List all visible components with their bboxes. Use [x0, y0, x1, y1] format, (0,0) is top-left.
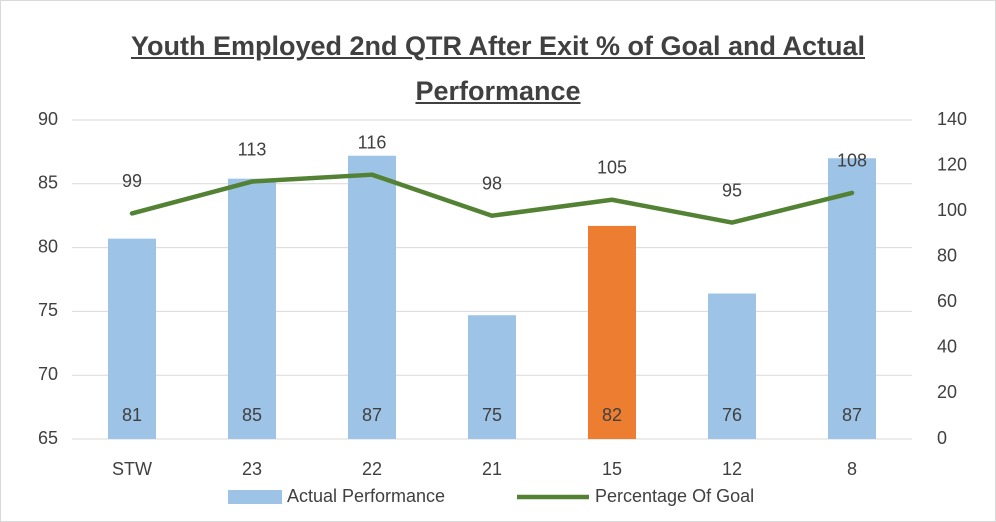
- line-value-label: 99: [122, 171, 142, 191]
- y-tick-label: 65: [38, 428, 58, 448]
- bar: [708, 293, 756, 439]
- line-value-label: 95: [722, 180, 742, 200]
- legend-swatch: [228, 490, 282, 504]
- line-value-label: 105: [597, 158, 627, 178]
- x-tick-label: 15: [602, 459, 622, 479]
- bar: [228, 178, 276, 440]
- x-tick-label: 8: [847, 459, 857, 479]
- line-value-label: 116: [358, 132, 387, 152]
- x-tick-label: 12: [722, 459, 742, 479]
- y2-tick-label: 20: [937, 382, 957, 402]
- x-tick-label: 22: [362, 459, 382, 479]
- x-tick-label: STW: [112, 459, 152, 479]
- legend-label: Actual Performance: [287, 486, 445, 506]
- y-tick-label: 75: [38, 300, 58, 320]
- bar: [588, 225, 636, 439]
- x-tick-label: 23: [242, 459, 262, 479]
- chart-title: Youth Employed 2nd QTR After Exit % of G…: [130, 31, 866, 106]
- line-value-label: 98: [482, 173, 502, 193]
- bar-value-label: 76: [722, 405, 742, 425]
- bar-value-label: 75: [482, 405, 502, 425]
- y-tick-label: 70: [38, 364, 58, 384]
- bar-value-label: 87: [362, 405, 382, 425]
- x-tick-label: 21: [482, 459, 502, 479]
- y2-tick-label: 120: [937, 154, 967, 174]
- y2-tick-label: 40: [937, 337, 957, 357]
- legend-label: Percentage Of Goal: [595, 486, 754, 506]
- y2-tick-label: 100: [937, 200, 967, 220]
- bar-value-label: 81: [122, 405, 142, 425]
- y2-tick-label: 80: [937, 245, 957, 265]
- y-tick-label: 90: [38, 109, 58, 129]
- line-value-label: 108: [837, 151, 867, 171]
- bar: [108, 238, 156, 439]
- y2-tick-label: 60: [937, 291, 957, 311]
- bar: [828, 158, 876, 439]
- bar-value-label: 85: [242, 405, 262, 425]
- line: [129, 172, 855, 225]
- bar-value-label: 87: [842, 405, 862, 425]
- y-tick-label: 80: [38, 236, 58, 256]
- y2-tick-label: 0: [937, 428, 947, 448]
- bar: [348, 155, 396, 439]
- bar: [468, 315, 516, 439]
- bar-value-label: 82: [602, 405, 622, 425]
- y2-tick-label: 140: [937, 109, 967, 129]
- y-tick-label: 85: [38, 173, 58, 193]
- line-value-label: 113: [238, 139, 267, 159]
